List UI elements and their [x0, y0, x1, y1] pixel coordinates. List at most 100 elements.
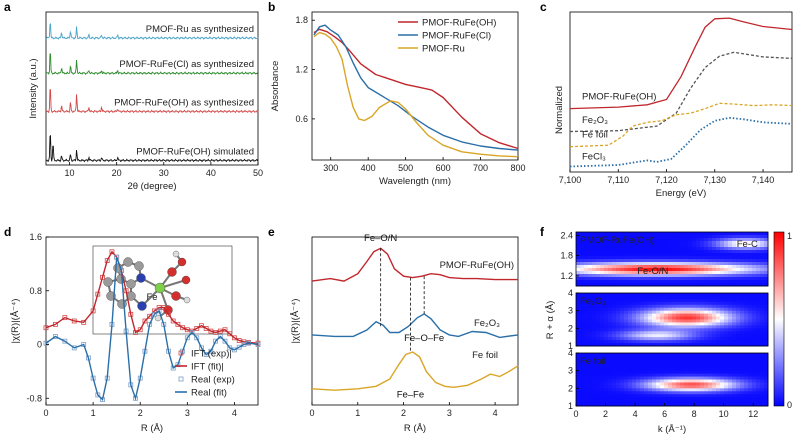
heatmap-cell [644, 241, 649, 245]
heatmap-cell [588, 256, 593, 260]
heatmap-cell [696, 394, 701, 398]
heatmap-cell [760, 283, 765, 287]
heatmap-cell [628, 250, 633, 254]
heatmap-cell [720, 268, 725, 272]
heatmap-cell [692, 373, 697, 377]
heatmap-cell [740, 310, 745, 315]
series-label-e-1: Fe₂O₃ [474, 318, 500, 329]
heatmap-cell [584, 364, 589, 369]
heatmap-cell [752, 319, 757, 323]
series-line-e-0 [311, 247, 518, 282]
heatmap-cell [604, 388, 609, 392]
heatmap-cell [700, 310, 705, 315]
heatmap-cell [656, 373, 661, 377]
heatmap-cell [576, 304, 581, 309]
heatmap-cell [632, 265, 637, 269]
heatmap-cell [600, 331, 605, 335]
heatmap-cell [736, 293, 741, 297]
heatmap-cell [588, 367, 593, 372]
heatmap-cell [588, 250, 593, 254]
heatmap-cell [728, 328, 733, 332]
heatmap-cell [736, 391, 741, 395]
heatmap-cell [640, 334, 645, 338]
heatmap-cell [676, 325, 681, 329]
heatmap-cell [648, 394, 653, 398]
heatmap-cell [708, 394, 713, 398]
heatmap-cell [600, 304, 605, 309]
heatmap-cell [752, 301, 757, 306]
heatmap-cell [636, 301, 641, 306]
heatmap-cell [652, 394, 657, 398]
heatmap-cell [696, 400, 701, 404]
heatmap-cell [688, 325, 693, 329]
heatmap-cell [728, 274, 733, 278]
heatmap-cell [600, 235, 605, 239]
heatmap-cell [740, 274, 745, 278]
heatmap-cell [632, 295, 637, 300]
heatmap-cell [664, 331, 669, 335]
heatmap-cell [696, 283, 701, 287]
heatmap-cell [584, 394, 589, 398]
heatmap-cell [752, 388, 757, 392]
heatmap-cell [748, 376, 753, 380]
heatmap-cell [740, 277, 745, 281]
heatmap-cell [740, 259, 745, 263]
x-axis-label-b: Wavelength (nm) [379, 176, 451, 187]
heatmap-cell [636, 361, 641, 366]
heatmap-cell [644, 343, 649, 347]
heatmap-cell [596, 382, 601, 386]
heatmap-cell [728, 232, 733, 236]
heatmap-cell [704, 319, 709, 323]
heatmap-cell [736, 274, 741, 278]
heatmap-cell [648, 259, 653, 263]
x-axis-label-d: R (Å) [141, 423, 163, 434]
heatmap-cell [584, 247, 589, 251]
heatmap-cell [728, 337, 733, 341]
heatmap-cell [664, 328, 669, 332]
heatmap-cell [696, 280, 701, 284]
heatmap-cell [704, 250, 709, 254]
heatmap-cell [604, 277, 609, 281]
heatmap-cell [652, 298, 657, 303]
data-point-d [170, 318, 176, 324]
heatmap-cell [676, 364, 681, 369]
heatmap-cell [668, 268, 673, 272]
heatmap-cell [684, 304, 689, 309]
heatmap-cell [660, 370, 665, 375]
heatmap-cell [712, 373, 717, 377]
heatmap-cell [736, 334, 741, 338]
heatmap-cell [628, 238, 633, 242]
heatmap-cell [620, 313, 625, 317]
heatmap-cell [732, 334, 737, 338]
heatmap-cell [632, 238, 637, 242]
heatmap-cell [628, 358, 633, 363]
heatmap-cell [644, 382, 649, 386]
heatmap-cell [596, 394, 601, 398]
heatmap-cell [648, 379, 653, 383]
heatmap-cell [644, 274, 649, 278]
heatmap-cell [604, 355, 609, 360]
heatmap-cell [704, 325, 709, 329]
heatmap-cell [636, 358, 641, 363]
heatmap-cell [724, 340, 729, 344]
heatmap-cell [624, 319, 629, 323]
heatmap-cell [716, 274, 721, 278]
y-axis-label-b: Absorbance [270, 61, 281, 112]
heatmap-cell [612, 301, 617, 306]
heatmap-cell [588, 325, 593, 329]
heatmap-cell [640, 232, 645, 236]
heatmap-cell [584, 325, 589, 329]
heatmap-cell [740, 268, 745, 272]
heatmap-cell [668, 232, 673, 236]
heatmap-cell [608, 334, 613, 338]
heatmap-cell [712, 283, 717, 287]
heatmap-cell [584, 250, 589, 254]
heatmap-cell [708, 313, 713, 317]
heatmap-cell [664, 361, 669, 366]
heatmap-cell [756, 265, 761, 269]
heatmap-cell [580, 367, 585, 372]
heatmap-cell [752, 370, 757, 375]
heatmap-cell [724, 353, 729, 357]
heatmap-cell [692, 337, 697, 341]
heatmap-cell [604, 331, 609, 335]
